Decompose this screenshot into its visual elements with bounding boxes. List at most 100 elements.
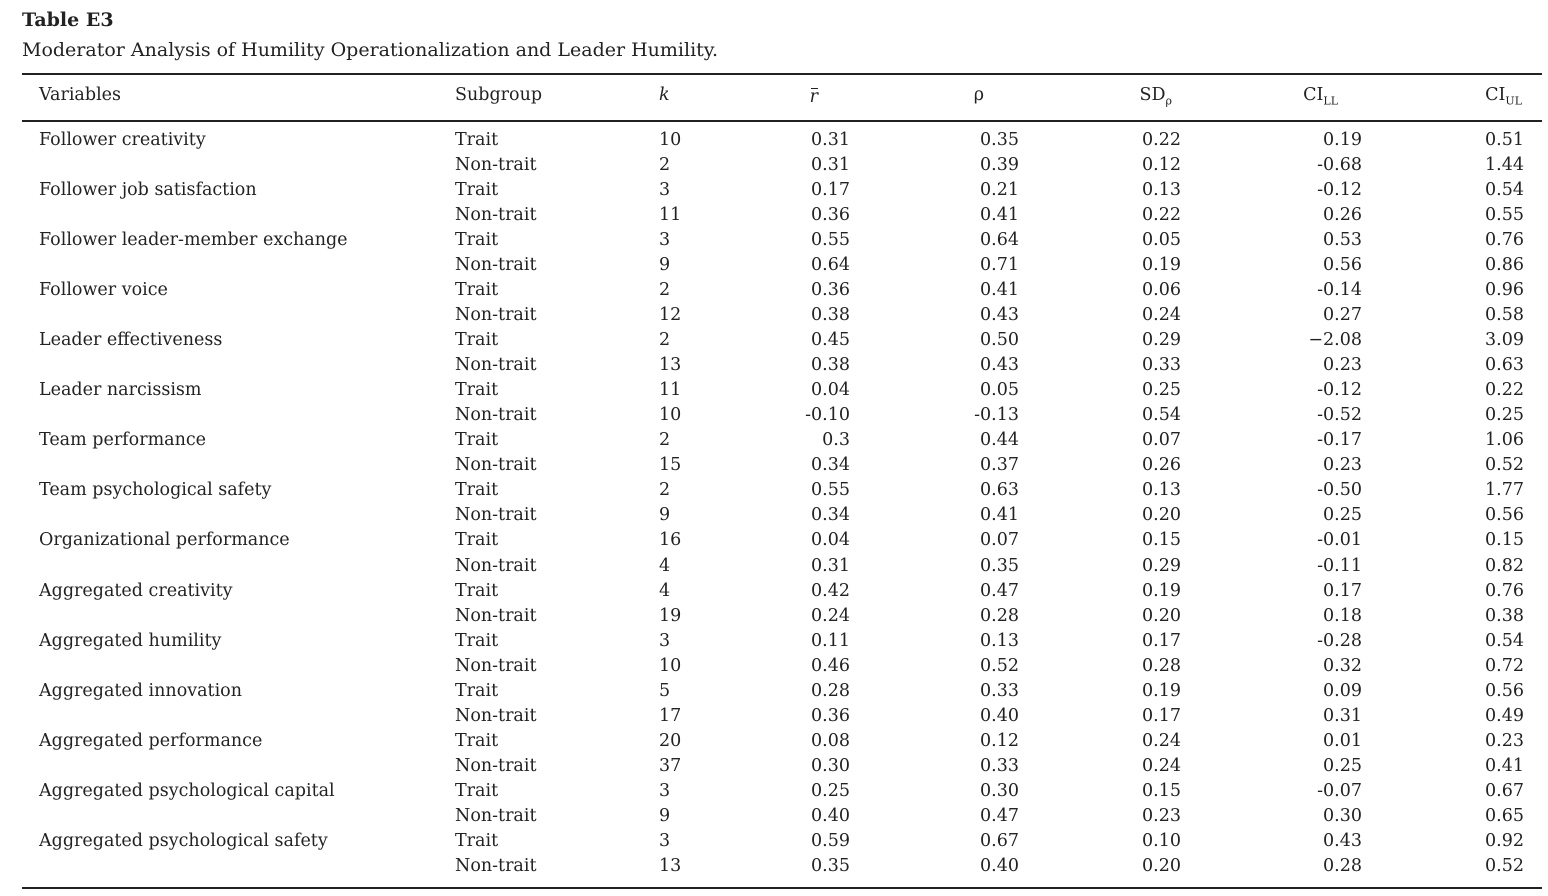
cell-k: 3 xyxy=(659,180,671,201)
cell-ci-ul: 0.86 xyxy=(1485,255,1524,276)
cell-subgroup: Trait xyxy=(455,230,499,251)
table-row: Non-trait 13 0.35 0.40 0.20 0.28 0.52 xyxy=(0,854,1548,879)
cell-sd-rho: 0.19 xyxy=(1142,255,1181,276)
cell-ci-ul: 0.23 xyxy=(1485,730,1524,751)
cell-variable: Aggregated performance xyxy=(39,730,263,751)
table-row: Follower job satisfaction Trait 3 0.17 0.21 0… xyxy=(0,178,1548,203)
cell-subgroup: Trait xyxy=(455,530,499,551)
header-ci-ll-subscript: LL xyxy=(1323,94,1338,108)
cell-subgroup: Trait xyxy=(455,430,499,451)
cell-sd-rho: 0.24 xyxy=(1142,755,1181,776)
cell-sd-rho: 0.07 xyxy=(1142,430,1181,451)
cell-ci-ul: 0.58 xyxy=(1485,305,1524,326)
header-r-bar: r xyxy=(810,83,819,110)
cell-ci-ll: 0.19 xyxy=(1323,130,1362,150)
cell-ci-ul: 0.56 xyxy=(1485,505,1524,526)
cell-k: 3 xyxy=(659,780,671,801)
cell-sd-rho: 0.29 xyxy=(1142,555,1181,576)
cell-ci-ul: 0.63 xyxy=(1485,355,1524,376)
cell-subgroup: Non-trait xyxy=(455,605,537,626)
table-row: Aggregated performance Trait 20 0.08 0.12 0.2… xyxy=(0,729,1548,754)
header-ci-ul-subscript: UL xyxy=(1505,94,1522,108)
cell-subgroup: Trait xyxy=(455,830,499,851)
cell-ci-ul: 1.77 xyxy=(1485,480,1524,501)
cell-ci-ul: 0.25 xyxy=(1485,405,1524,426)
cell-r-bar: 0.64 xyxy=(811,255,850,276)
header-variables: Variables xyxy=(39,85,121,105)
cell-r-bar: 0.34 xyxy=(811,455,850,476)
cell-rho: 0.50 xyxy=(980,330,1019,351)
cell-k: 9 xyxy=(659,505,671,526)
table-row: Non-trait 15 0.34 0.37 0.26 0.23 0.52 xyxy=(0,453,1548,478)
table-row: Non-trait 37 0.30 0.33 0.24 0.25 0.41 xyxy=(0,754,1548,779)
cell-r-bar: -0.10 xyxy=(805,405,850,426)
cell-variable: Aggregated innovation xyxy=(39,680,242,701)
cell-ci-ll: 0.01 xyxy=(1323,730,1362,751)
cell-k: 16 xyxy=(659,530,682,551)
cell-sd-rho: 0.28 xyxy=(1142,655,1181,676)
cell-ci-ul: 0.65 xyxy=(1485,805,1524,826)
cell-sd-rho: 0.22 xyxy=(1142,205,1181,226)
cell-ci-ll: 0.25 xyxy=(1323,505,1362,526)
header-ci-ul-text: CI xyxy=(1485,85,1506,105)
cell-ci-ll: -0.01 xyxy=(1317,530,1362,551)
cell-r-bar: 0.34 xyxy=(811,505,850,526)
cell-subgroup: Non-trait xyxy=(455,155,537,176)
cell-ci-ll: -0.17 xyxy=(1317,430,1362,451)
cell-ci-ll: -0.14 xyxy=(1317,280,1362,301)
cell-k: 2 xyxy=(659,155,671,176)
cell-ci-ul: 0.49 xyxy=(1485,705,1524,726)
cell-ci-ul: 0.92 xyxy=(1485,830,1524,851)
cell-rho: 0.12 xyxy=(980,730,1019,751)
cell-subgroup: Trait xyxy=(455,680,499,701)
cell-subgroup: Non-trait xyxy=(455,755,537,776)
cell-k: 9 xyxy=(659,805,671,826)
cell-ci-ll: 0.53 xyxy=(1323,230,1362,251)
cell-sd-rho: 0.12 xyxy=(1142,155,1181,176)
header-k: k xyxy=(659,85,670,105)
cell-rho: 0.41 xyxy=(980,280,1019,301)
cell-r-bar: 0.45 xyxy=(811,330,850,351)
cell-ci-ll: 0.28 xyxy=(1323,855,1362,876)
cell-sd-rho: 0.24 xyxy=(1142,730,1181,751)
cell-ci-ll: 0.26 xyxy=(1323,205,1362,226)
table-row: Aggregated psychological safety Trait 3 0.5… xyxy=(0,829,1548,854)
table-row: Follower voice Trait 2 0.36 0.41 0.06 -0.14 0.9… xyxy=(0,278,1548,303)
cell-ci-ll: -0.68 xyxy=(1317,155,1362,176)
cell-sd-rho: 0.13 xyxy=(1142,180,1181,201)
cell-ci-ll: 0.23 xyxy=(1323,355,1362,376)
cell-sd-rho: 0.20 xyxy=(1142,855,1181,876)
cell-variable: Leader effectiveness xyxy=(39,330,223,351)
cell-subgroup: Trait xyxy=(455,130,499,150)
header-r-bar-symbol: r xyxy=(810,83,819,110)
cell-rho: 0.39 xyxy=(980,155,1019,176)
cell-ci-ul: 0.52 xyxy=(1485,455,1524,476)
cell-sd-rho: 0.17 xyxy=(1142,705,1181,726)
cell-sd-rho: 0.54 xyxy=(1142,405,1181,426)
cell-sd-rho: 0.15 xyxy=(1142,780,1181,801)
cell-sd-rho: 0.20 xyxy=(1142,505,1181,526)
cell-rho: 0.30 xyxy=(980,780,1019,801)
cell-rho: 0.07 xyxy=(980,530,1019,551)
cell-subgroup: Non-trait xyxy=(455,555,537,576)
table-row: Non-trait 2 0.31 0.39 0.12 -0.68 1.44 xyxy=(0,153,1548,178)
table-row: Non-trait 19 0.24 0.28 0.20 0.18 0.38 xyxy=(0,604,1548,629)
cell-subgroup: Non-trait xyxy=(455,505,537,526)
cell-r-bar: 0.28 xyxy=(811,680,850,701)
cell-r-bar: 0.08 xyxy=(811,730,850,751)
cell-sd-rho: 0.22 xyxy=(1142,130,1181,150)
cell-k: 3 xyxy=(659,630,671,651)
cell-rho: 0.43 xyxy=(980,305,1019,326)
cell-ci-ul: 0.56 xyxy=(1485,680,1524,701)
cell-rho: 0.71 xyxy=(980,255,1019,276)
cell-rho: 0.28 xyxy=(980,605,1019,626)
cell-subgroup: Trait xyxy=(455,480,499,501)
cell-k: 2 xyxy=(659,480,671,501)
cell-variable: Follower leader-member exchange xyxy=(39,230,348,251)
cell-ci-ul: 0.41 xyxy=(1485,755,1524,776)
cell-ci-ll: -0.50 xyxy=(1317,480,1362,501)
cell-rho: 0.64 xyxy=(980,230,1019,251)
cell-rho: 0.47 xyxy=(980,805,1019,826)
cell-ci-ul: 0.51 xyxy=(1485,130,1524,150)
table-row: Organizational performance Trait 16 0.04 0.0… xyxy=(0,528,1548,553)
